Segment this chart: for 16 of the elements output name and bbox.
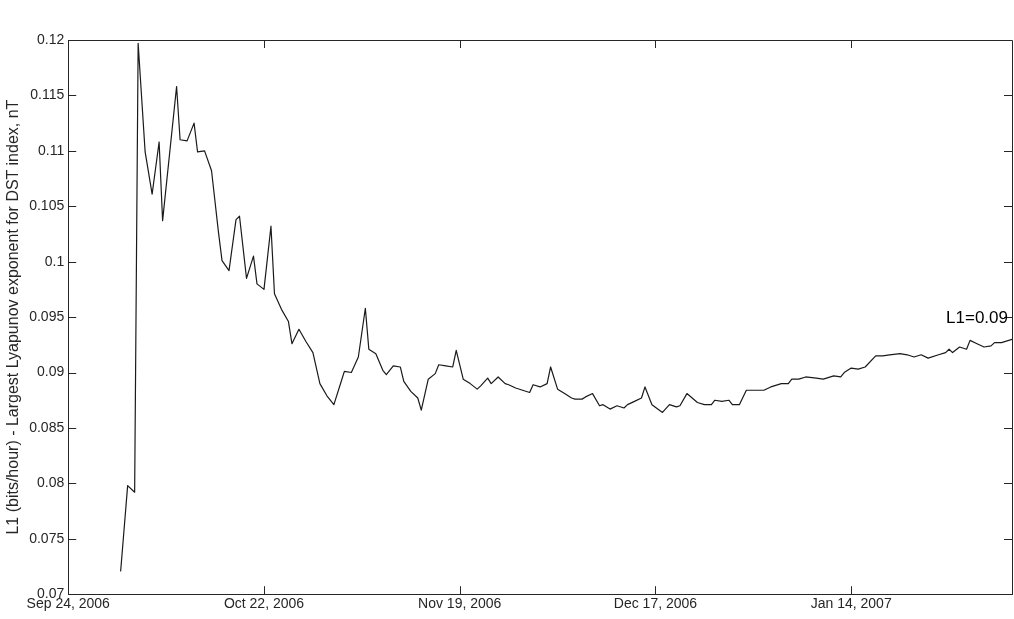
annotation: L1=0.09 <box>946 308 1008 328</box>
y-tick-label: 0.09 <box>36 363 65 380</box>
y-tick-label: 0.115 <box>30 86 65 103</box>
x-tick-label: Oct 22, 2006 <box>223 595 305 612</box>
y-tick-label: 0.1 <box>44 252 65 269</box>
y-tick-label: 0.12 <box>36 30 65 47</box>
x-tick-label: Dec 17, 2006 <box>613 595 698 612</box>
y-tick-label: 0.08 <box>36 474 65 491</box>
y-tick-label: 0.075 <box>29 529 65 546</box>
y-tick-label: 0.095 <box>29 307 65 324</box>
x-tick-label: Nov 19, 2006 <box>418 595 502 612</box>
y-tick-label: 0.085 <box>29 418 65 435</box>
y-tick-label: 0.105 <box>29 197 65 214</box>
x-tick-label: Jan 14, 2007 <box>810 595 892 612</box>
y-axis-title: L1 (bits/hour) - Largest Lyapunov exponent for DST index, nT <box>4 99 22 535</box>
y-tick-label: 0.11 <box>38 141 65 158</box>
